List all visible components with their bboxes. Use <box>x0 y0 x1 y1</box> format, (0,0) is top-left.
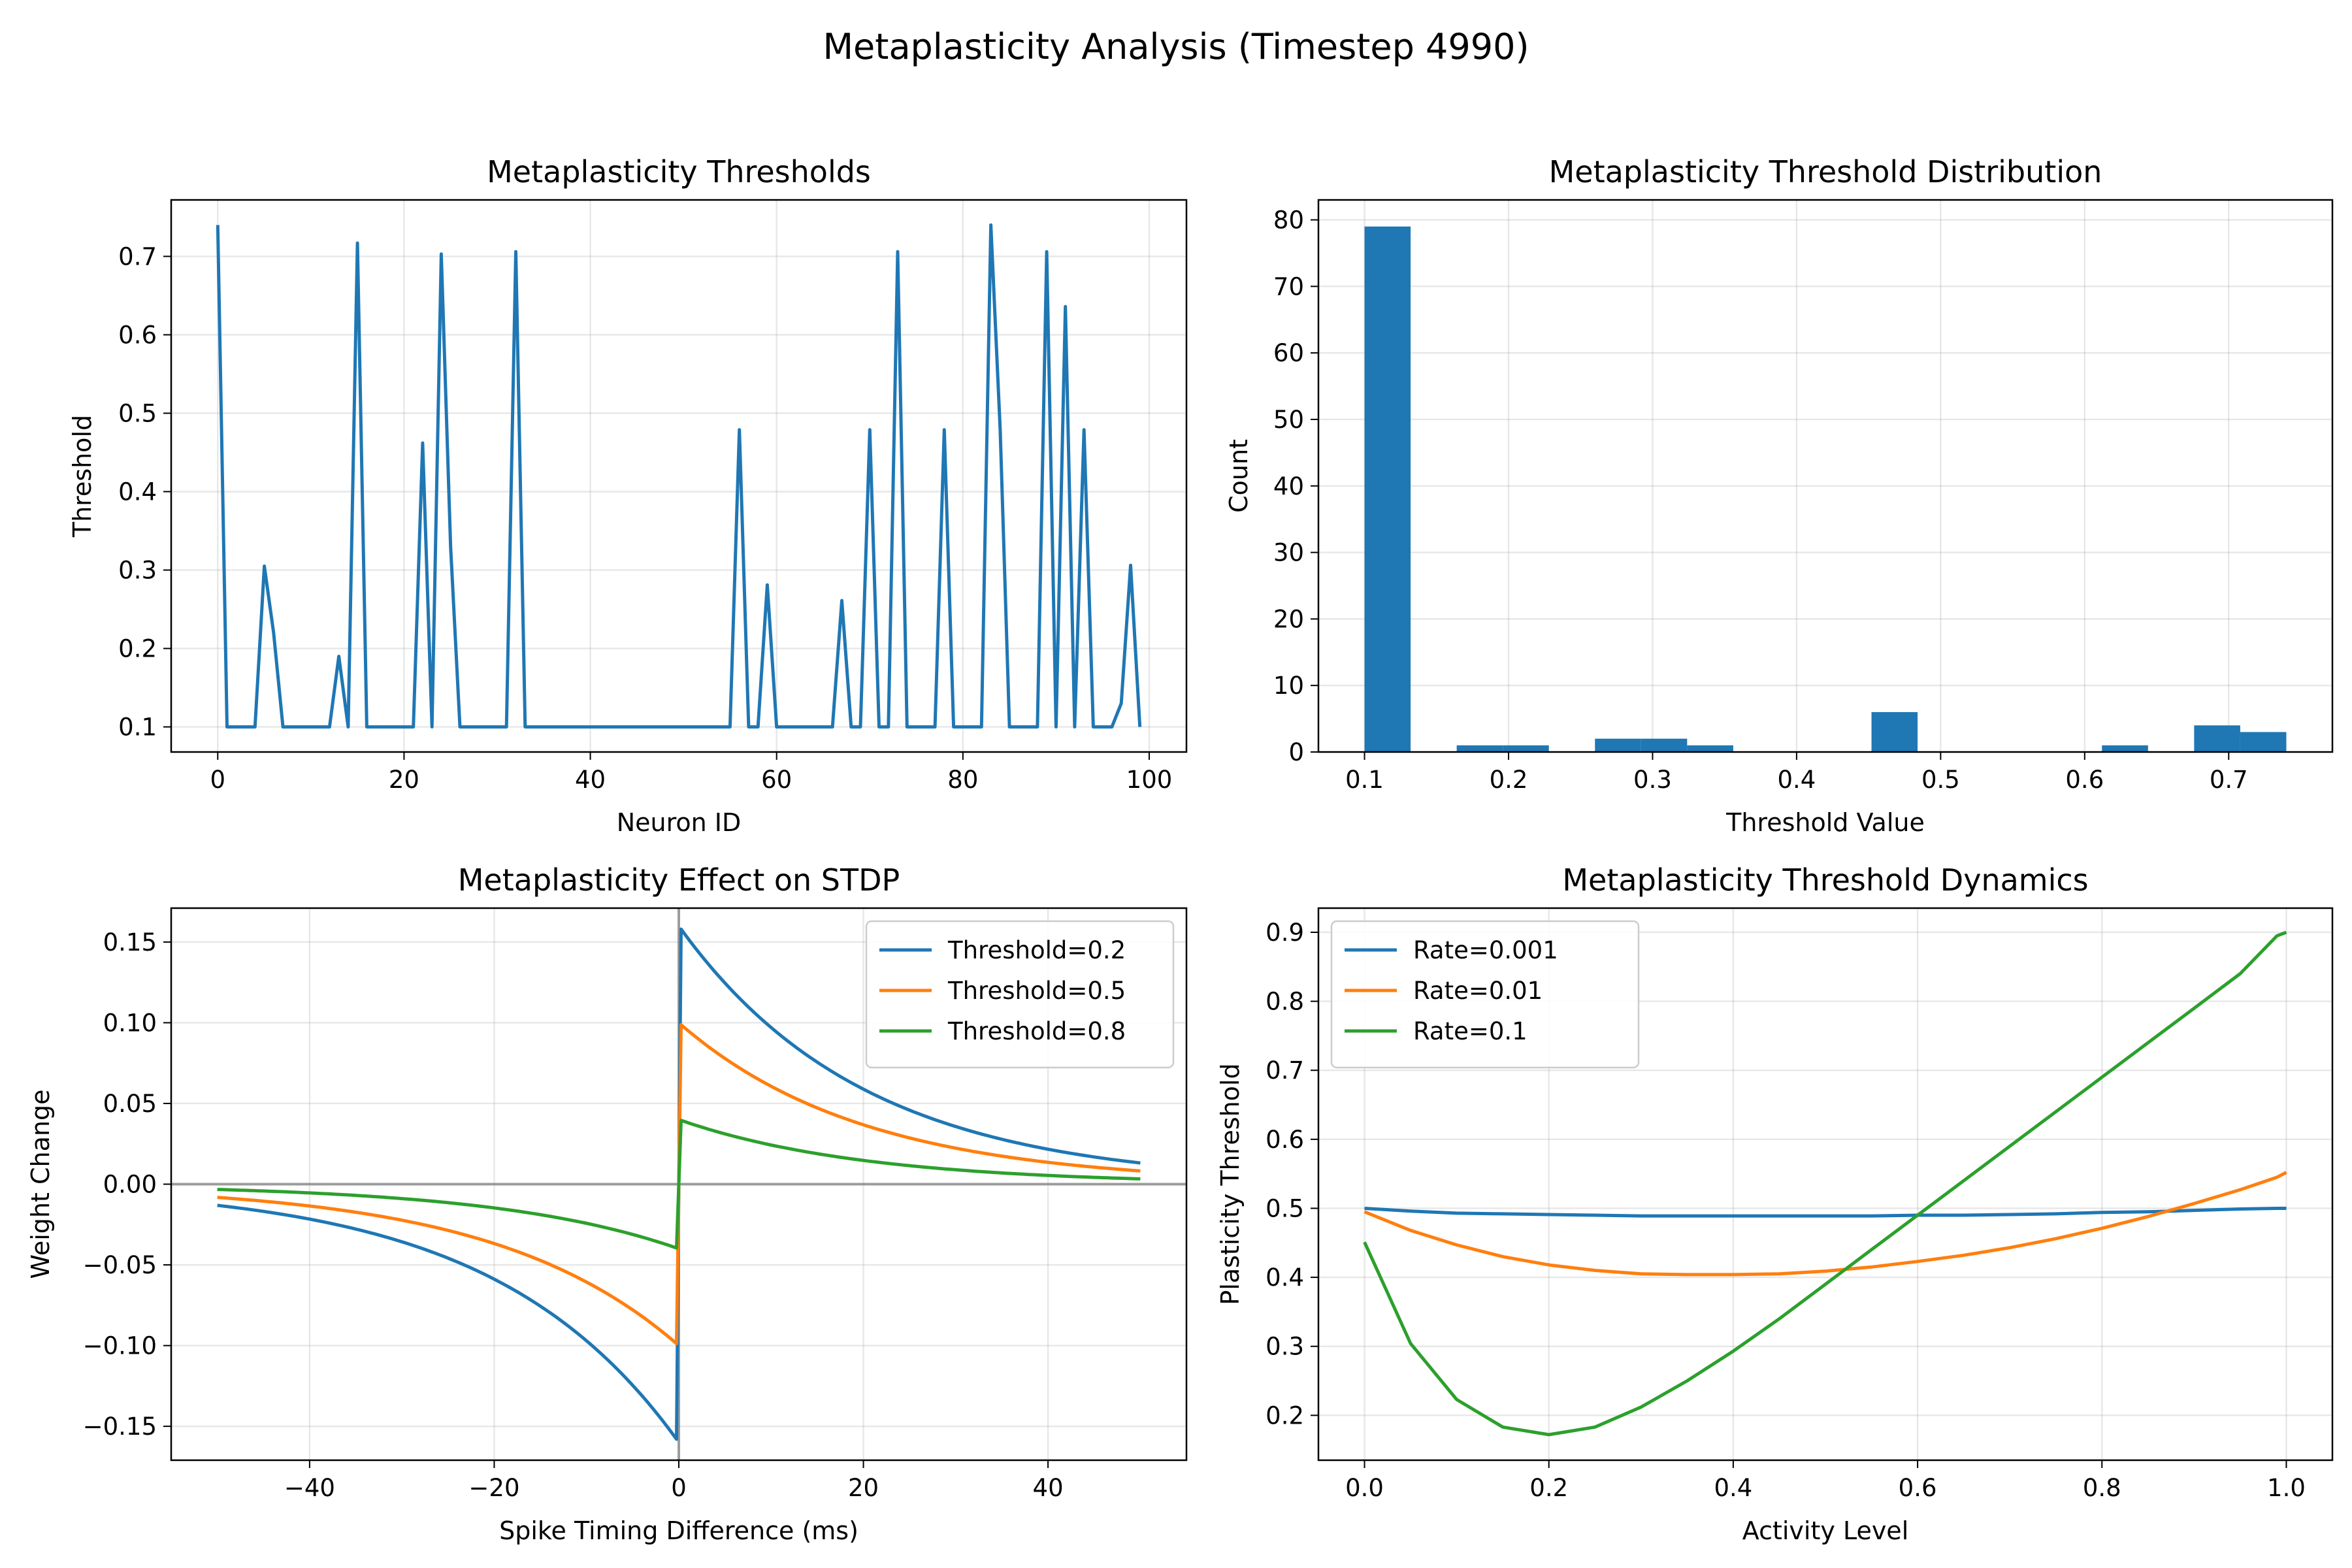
y-tick-label: 0.8 <box>1266 988 1304 1016</box>
histogram-bar <box>1456 745 1503 752</box>
line-series-1 <box>216 223 1142 729</box>
legend-box <box>865 920 1175 1069</box>
y-tick-label: 10 <box>1273 672 1304 700</box>
x-axis-label: Spike Timing Difference (ms) <box>499 1516 858 1545</box>
x-tick-label: 0.6 <box>2065 766 2104 794</box>
legend-label: Threshold=0.2 <box>947 936 1126 964</box>
histogram-bar <box>1503 745 1549 752</box>
x-tick-label: 0.0 <box>1345 1474 1384 1502</box>
plot-frame <box>1317 199 2334 753</box>
x-tick-label: 0.3 <box>1633 766 1672 794</box>
y-tick-label: 0.7 <box>1266 1056 1304 1085</box>
legend-label: Rate=0.1 <box>1413 1017 1527 1045</box>
y-tick-label: 0.05 <box>103 1090 157 1118</box>
x-tick-label: 60 <box>761 766 792 794</box>
panel-title: Metaplasticity Effect on STDP <box>458 862 900 898</box>
y-tick-label: 70 <box>1273 272 1304 301</box>
histogram-bar <box>1595 738 1641 752</box>
x-tick-label: 100 <box>1126 766 1173 794</box>
panel-title: Metaplasticity Threshold Dynamics <box>1562 862 2088 898</box>
x-tick-label: 40 <box>575 766 606 794</box>
y-tick-label: 30 <box>1273 539 1304 567</box>
panel-distribution: Metaplasticity Threshold Distribution 0.… <box>1224 154 2334 837</box>
y-axis-label: Count <box>1224 439 1253 513</box>
y-tick-label: 60 <box>1273 339 1304 367</box>
panel-stdp: Metaplasticity Effect on STDP −40 −20 0 20 4… <box>26 862 1188 1545</box>
y-tick-label: 0.15 <box>103 928 157 956</box>
x-tick-label: 0 <box>671 1474 687 1502</box>
legend-label: Rate=0.001 <box>1413 936 1558 964</box>
x-tick-label: 0 <box>210 766 226 794</box>
y-tick-label: 0.1 <box>118 713 157 742</box>
panel-dynamics: Metaplasticity Threshold Dynamics 0.0 0.2… <box>1216 862 2334 1545</box>
y-axis-label: Threshold <box>68 415 97 538</box>
y-tick-label: −0.15 <box>83 1413 157 1441</box>
legend-label: Threshold=0.5 <box>947 977 1126 1005</box>
histogram-bar <box>2240 732 2287 752</box>
x-tick-label: −20 <box>468 1474 519 1502</box>
x-tick-label: 0.5 <box>1921 766 1960 794</box>
legend-label: Threshold=0.8 <box>947 1017 1126 1045</box>
line-series-2 <box>1364 1171 2287 1277</box>
x-axis-label: Activity Level <box>1742 1516 1909 1545</box>
y-tick-label: 0.4 <box>1266 1264 1304 1292</box>
y-tick-label: 0.2 <box>118 635 157 663</box>
y-tick-label: 0.9 <box>1266 919 1304 947</box>
x-tick-label: 0.7 <box>2210 766 2248 794</box>
histogram-bar <box>1641 738 1688 752</box>
y-tick-label: 0.6 <box>118 321 157 349</box>
x-tick-label: 80 <box>947 766 978 794</box>
y-tick-label: 0.5 <box>118 399 157 427</box>
y-tick-label: 80 <box>1273 206 1304 235</box>
y-tick-label: 0.5 <box>1266 1194 1304 1222</box>
histogram-bar <box>2102 745 2148 752</box>
histogram-bar <box>2194 725 2240 752</box>
y-tick-label: −0.10 <box>83 1332 157 1360</box>
y-axis-label: Plasticity Threshold <box>1216 1063 1245 1305</box>
panel-thresholds: Metaplasticity Thresholds 0 20 40 60 80 100 0.… <box>68 154 1188 837</box>
y-tick-label: 0 <box>1288 738 1304 766</box>
x-tick-label: −40 <box>284 1474 335 1502</box>
y-tick-label: 50 <box>1273 406 1304 434</box>
figure-title: Metaplasticity Analysis (Timestep 4990) <box>823 26 1529 67</box>
line-series-1 <box>1364 1207 2287 1218</box>
plot-frame <box>170 199 1188 753</box>
panel-title: Metaplasticity Threshold Distribution <box>1549 154 2102 189</box>
x-tick-label: 0.8 <box>2083 1474 2121 1502</box>
histogram-bar <box>1364 226 1411 752</box>
line-series-3 <box>1363 930 2287 1437</box>
x-tick-label: 1.0 <box>2267 1474 2306 1502</box>
x-tick-label: 0.1 <box>1345 766 1384 794</box>
y-tick-label: 0.4 <box>118 478 157 506</box>
y-tick-label: −0.05 <box>83 1251 157 1279</box>
y-tick-label: 0.3 <box>118 557 157 585</box>
stdp-curve-series-3 <box>217 1119 1141 1250</box>
y-tick-label: 0.00 <box>103 1171 157 1199</box>
x-tick-label: 0.4 <box>1714 1474 1752 1502</box>
legend-label: Rate=0.01 <box>1413 977 1543 1005</box>
x-tick-label: 0.2 <box>1529 1474 1568 1502</box>
histogram-bar <box>1871 711 1918 752</box>
y-tick-label: 0.10 <box>103 1009 157 1037</box>
histogram-bar <box>1687 745 1733 752</box>
x-tick-label: 20 <box>848 1474 879 1502</box>
y-tick-label: 0.2 <box>1266 1401 1304 1429</box>
plot-frame <box>1317 907 2334 1462</box>
y-tick-label: 0.7 <box>118 242 157 270</box>
y-tick-label: 40 <box>1273 472 1304 500</box>
x-tick-label: 0.6 <box>1899 1474 1937 1502</box>
y-tick-label: 0.6 <box>1266 1126 1304 1154</box>
legend-box <box>1330 920 1640 1069</box>
x-axis-label: Threshold Value <box>1725 808 1925 837</box>
x-tick-label: 0.4 <box>1777 766 1816 794</box>
x-tick-label: 0.2 <box>1490 766 1528 794</box>
y-tick-label: 20 <box>1273 605 1304 633</box>
x-tick-label: 40 <box>1033 1474 1064 1502</box>
y-axis-label: Weight Change <box>26 1090 55 1279</box>
y-tick-label: 0.3 <box>1266 1333 1304 1361</box>
x-tick-label: 20 <box>389 766 419 794</box>
panel-title: Metaplasticity Thresholds <box>487 154 871 189</box>
x-axis-label: Neuron ID <box>617 808 742 837</box>
